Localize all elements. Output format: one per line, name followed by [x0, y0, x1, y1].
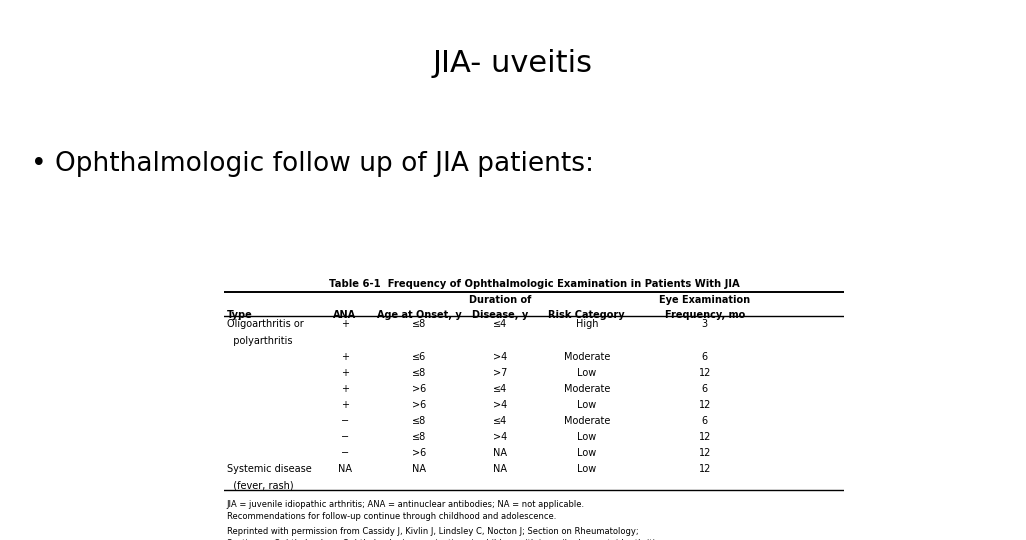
- Text: High: High: [576, 320, 598, 329]
- Text: • Ophthalmologic follow up of JIA patients:: • Ophthalmologic follow up of JIA patien…: [31, 151, 594, 177]
- Text: 12: 12: [699, 432, 711, 442]
- Text: 6: 6: [702, 416, 708, 426]
- Text: 3: 3: [702, 320, 708, 329]
- Text: Low: Low: [578, 432, 596, 442]
- Text: Section on Ophthalmology. Ophthalmologic examinations in children with juvenile : Section on Ophthalmology. Ophthalmologic…: [227, 539, 662, 540]
- Text: +: +: [341, 320, 349, 329]
- Text: polyarthritis: polyarthritis: [227, 335, 292, 346]
- Text: >6: >6: [412, 400, 427, 410]
- Text: >4: >4: [492, 432, 507, 442]
- Text: NA: NA: [492, 448, 507, 458]
- Text: 12: 12: [699, 464, 711, 474]
- Text: >4: >4: [492, 400, 507, 410]
- Text: NA: NA: [412, 464, 426, 474]
- Text: +: +: [341, 400, 349, 410]
- Text: >4: >4: [492, 352, 507, 362]
- Text: ≤6: ≤6: [412, 352, 427, 362]
- Text: ≤4: ≤4: [492, 384, 507, 394]
- Text: (fever, rash): (fever, rash): [227, 480, 293, 490]
- Text: 12: 12: [699, 448, 711, 458]
- Text: Oligoarthritis or: Oligoarthritis or: [227, 320, 304, 329]
- Text: ≤4: ≤4: [492, 320, 507, 329]
- Text: +: +: [341, 368, 349, 377]
- Text: Moderate: Moderate: [563, 352, 610, 362]
- Text: 6: 6: [702, 384, 708, 394]
- Text: Duration of: Duration of: [469, 295, 531, 305]
- Text: 12: 12: [699, 400, 711, 410]
- Text: Low: Low: [578, 400, 596, 410]
- Text: >6: >6: [412, 448, 427, 458]
- Text: Risk Category: Risk Category: [549, 310, 625, 320]
- Text: ≤8: ≤8: [412, 416, 427, 426]
- Text: Frequency, mo: Frequency, mo: [665, 310, 745, 320]
- Text: Recommendations for follow-up continue through childhood and adolescence.: Recommendations for follow-up continue t…: [227, 512, 556, 521]
- Text: Moderate: Moderate: [563, 416, 610, 426]
- Text: +: +: [341, 352, 349, 362]
- Text: ANA: ANA: [333, 310, 356, 320]
- Text: ≤8: ≤8: [412, 320, 427, 329]
- Text: −: −: [341, 416, 349, 426]
- Text: ≤8: ≤8: [412, 368, 427, 377]
- Text: 6: 6: [702, 352, 708, 362]
- Text: Reprinted with permission from Cassidy J, Kivlin J, Lindsley C, Nocton J; Sectio: Reprinted with permission from Cassidy J…: [227, 526, 638, 536]
- Text: Moderate: Moderate: [563, 384, 610, 394]
- Text: −: −: [341, 432, 349, 442]
- Text: Disease, y: Disease, y: [472, 310, 528, 320]
- Text: Low: Low: [578, 368, 596, 377]
- Text: Type: Type: [227, 310, 252, 320]
- Text: JIA- uveitis: JIA- uveitis: [433, 49, 593, 78]
- Text: Low: Low: [578, 464, 596, 474]
- Text: +: +: [341, 384, 349, 394]
- Text: ≤4: ≤4: [492, 416, 507, 426]
- Text: ≤8: ≤8: [412, 432, 427, 442]
- Text: Eye Examination: Eye Examination: [659, 295, 750, 305]
- Text: Low: Low: [578, 448, 596, 458]
- Text: JIA = juvenile idiopathic arthritis; ANA = antinuclear antibodies; NA = not appl: JIA = juvenile idiopathic arthritis; ANA…: [227, 500, 585, 509]
- Text: Age at Onset, y: Age at Onset, y: [377, 310, 462, 320]
- Text: NA: NA: [492, 464, 507, 474]
- Text: Systemic disease: Systemic disease: [227, 464, 312, 474]
- Text: Table 6-1  Frequency of Ophthalmologic Examination in Patients With JIA: Table 6-1 Frequency of Ophthalmologic Ex…: [328, 279, 740, 289]
- Text: −: −: [341, 448, 349, 458]
- Text: >7: >7: [492, 368, 507, 377]
- Text: >6: >6: [412, 384, 427, 394]
- Text: 12: 12: [699, 368, 711, 377]
- Text: NA: NA: [338, 464, 352, 474]
